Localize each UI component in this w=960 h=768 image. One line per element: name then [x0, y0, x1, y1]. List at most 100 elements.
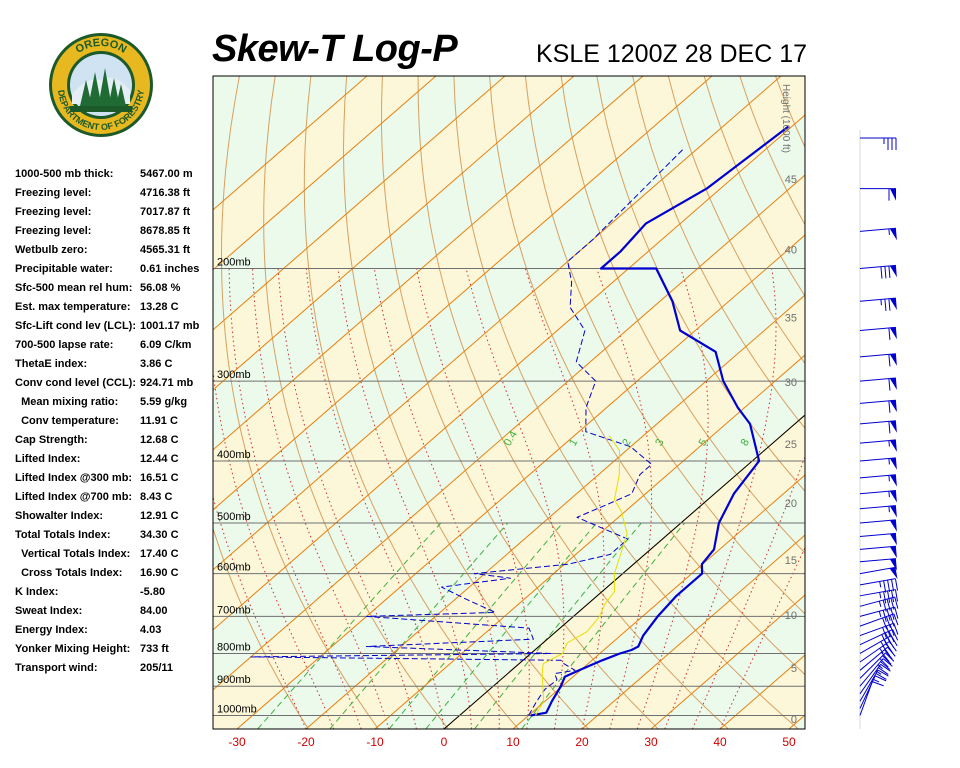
wind-barb-flag [880, 663, 891, 672]
wind-barb [859, 545, 897, 559]
moist-adiabat [213, 495, 307, 729]
index-label: 1000-500 mb thick: [15, 168, 114, 180]
wind-barb [859, 399, 897, 413]
wind-barb [859, 675, 887, 709]
index-value: 11.91 C [140, 415, 178, 427]
wind-barb [859, 490, 897, 503]
pressure-label: 600mb [217, 562, 251, 574]
wind-barb-flag [889, 615, 895, 627]
isotherm [213, 76, 713, 511]
wind-barb [859, 457, 897, 470]
mixing-ratio-label: 3 [653, 437, 666, 448]
wind-barb [860, 188, 896, 201]
wind-barb-half-flag [873, 678, 880, 683]
wind-barb-shaft [859, 613, 894, 627]
wind-barb-shaft [859, 420, 896, 425]
wind-barb-flag [894, 596, 899, 609]
index-value: 4.03 [140, 624, 162, 636]
isotherm [213, 114, 805, 631]
wind-barb-shaft [859, 664, 882, 695]
wind-barb-shaft [859, 558, 896, 563]
wind-barb-shaft [859, 652, 886, 679]
moist-adiabat [228, 268, 362, 729]
wind-barb-shaft [859, 622, 894, 637]
wind-barb [859, 505, 897, 518]
wind-barb [859, 420, 897, 434]
index-label: Sfc-Lift cond lev (LCL): [15, 320, 136, 332]
wind-barb-flag [886, 609, 891, 621]
isotherm [213, 76, 782, 571]
wind-barb [859, 474, 897, 487]
mixing-ratio-label: 2 [620, 437, 633, 448]
mixing-ratio-label: 5 [697, 437, 710, 448]
wind-barb-flag [882, 658, 893, 667]
wind-barb-flag [879, 658, 889, 668]
isotherm [650, 594, 805, 729]
wind-barb-flag [891, 590, 895, 603]
wind-barb [859, 669, 889, 702]
wind-barb-flag [891, 579, 895, 592]
index-value: 7017.87 ft [140, 206, 191, 218]
index-label: Total Totals Index: [15, 529, 111, 541]
wind-barb-shaft [859, 532, 896, 538]
wind-barb [859, 566, 898, 580]
height-tick-label: 35 [785, 312, 797, 324]
wind-barb-pennant [889, 353, 897, 366]
wind-barb-half-flag [879, 592, 882, 599]
wind-barb-flag [882, 599, 887, 612]
wind-barb-shaft [859, 505, 896, 510]
wind-barb-pennant [889, 474, 897, 487]
index-label: K Index: [15, 586, 59, 598]
moist-adiabat [305, 268, 445, 729]
index-value: 13.28 C [140, 301, 179, 313]
wind-barb-flag [884, 298, 887, 312]
index-label: Est. max temperature: [15, 301, 131, 313]
wind-barb-shaft [859, 377, 896, 382]
logo-ground [70, 106, 132, 112]
wind-barb-half-flag [878, 600, 882, 608]
wind-barb-shaft [859, 566, 896, 575]
parcel-profile-line [535, 435, 628, 716]
index-value: 8678.85 ft [140, 225, 191, 237]
temperature-profile-line [530, 125, 789, 717]
wind-barb-shaft [859, 490, 896, 495]
index-value: 0.61 inches [140, 263, 200, 275]
plot-area [213, 76, 960, 729]
dry-adiabat [919, 76, 960, 729]
wind-barb-pennant [889, 298, 897, 311]
mixing-ratio-line [474, 522, 642, 729]
dry-adiabat [667, 76, 805, 365]
dry-adiabat [524, 76, 805, 615]
isotherm [213, 76, 575, 391]
temperature-tick-label: -30 [228, 735, 246, 749]
height-tick-label: 20 [785, 498, 797, 510]
isotherm [213, 174, 805, 691]
wind-barb [859, 353, 897, 367]
wind-barb-pennant [889, 228, 897, 241]
temperature-tick-label: 30 [644, 735, 658, 749]
wind-barb-flag [894, 589, 899, 602]
temperature-tick-label: 10 [506, 735, 520, 749]
index-value: 34.30 C [140, 529, 179, 541]
wind-barb-shaft [859, 264, 896, 269]
index-label: Freezing level: [15, 187, 92, 199]
wind-barb [860, 137, 897, 150]
pressure-label: 200mb [217, 256, 251, 268]
wind-barb-shaft [859, 646, 888, 671]
isotherm [213, 76, 437, 271]
index-label: Lifted Index @300 mb: [15, 472, 133, 484]
wind-barb-half-flag [888, 475, 890, 482]
isotherm [213, 76, 368, 211]
temperature-tick-label: 20 [575, 735, 589, 749]
index-value: 12.44 C [140, 453, 179, 465]
index-label: Mean mixing ratio: [15, 396, 119, 408]
wind-barb [859, 606, 899, 622]
wind-barb-shaft [859, 658, 884, 687]
pressure-label: 800mb [217, 641, 251, 653]
wind-barb-flag [880, 661, 891, 670]
wind-barb-half-flag [877, 664, 883, 669]
index-label: ThetaE index: [15, 358, 88, 370]
wind-barb-shaft [859, 675, 876, 709]
moist-adiabat [337, 268, 473, 729]
wind-barb-shaft [859, 606, 895, 617]
